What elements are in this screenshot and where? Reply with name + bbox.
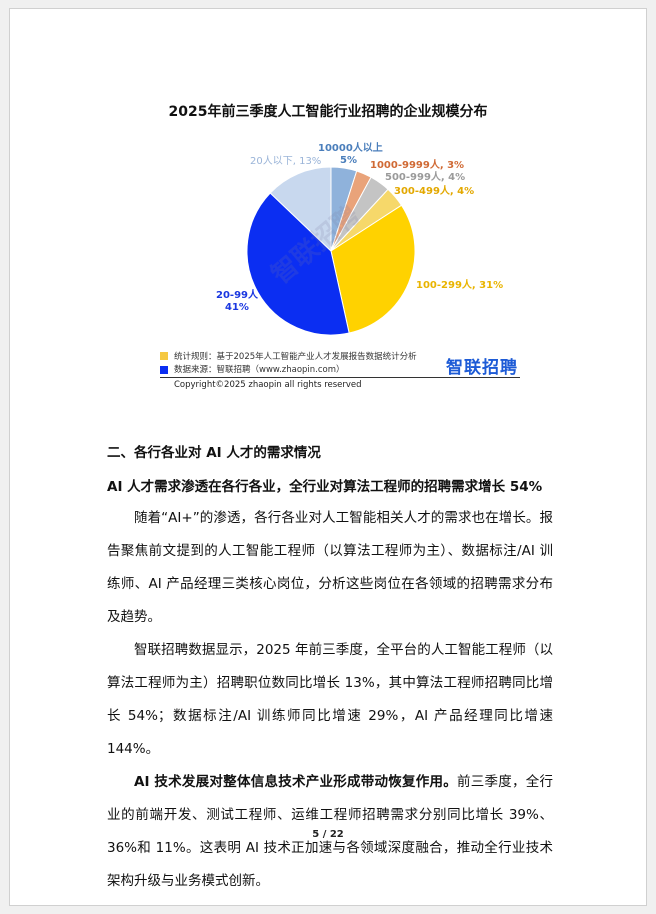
copyright: Copyright©2025 zhaopin all rights reserv… (174, 380, 362, 390)
legend-swatch-source (160, 366, 168, 374)
label-500-999: 500-999人, 4% (385, 172, 466, 183)
chart-title: 2025年前三季度人工智能行业招聘的企业规模分布 (168, 104, 488, 120)
paragraph-3: AI 技术发展对整体信息技术产业形成带动恢复作用。前三季度，全行业的前端开发、测… (107, 766, 553, 898)
label-100-299: 100-299人, 31% (416, 280, 504, 291)
label-value: 41% (225, 302, 249, 313)
divider (160, 377, 520, 378)
label-text: 20-99人 (216, 290, 258, 301)
paragraph-3-lead: AI 技术发展对整体信息技术产业形成带动恢复作用。 (134, 774, 457, 790)
label-1000-9999: 1000-9999人, 3% (370, 160, 465, 171)
legend-source: 数据来源：智联招聘（www.zhaopin.com） (174, 365, 345, 375)
legend-rule: 统计规则：基于2025年人工智能产业人才发展报告数据统计分析 (174, 352, 417, 362)
pie-slice-6 (269, 166, 332, 253)
paragraph-1: 随着“AI+”的渗透，各行各业对人工智能相关人才的需求也在增长。报告聚焦前文提到… (107, 510, 553, 625)
label-value: 5% (340, 155, 357, 166)
subheading: AI 人才需求渗透在各行各业，全行业对算法工程师的招聘需求增长 54% (107, 479, 543, 495)
label-10000-plus: 10000人以上 5% (318, 143, 383, 167)
paragraph-2: 智联招聘数据显示，2025 年前三季度，全平台的人工智能工程师（以算法工程师为主… (107, 642, 553, 757)
legend-swatch-rule (160, 352, 168, 360)
label-under-20: 20人以下, 13% (250, 156, 322, 167)
zhaopin-logo: 智联招聘 (446, 358, 518, 378)
body-text: 随着“AI+”的渗透，各行各业对人工智能相关人才的需求也在增长。报告聚焦前文提到… (107, 502, 553, 898)
label-20-99: 20-99人 41% (216, 290, 258, 314)
page-number: 5 / 22 (312, 829, 344, 840)
document-page (9, 8, 647, 906)
paragraph-3-rest: 前三季度，全行业的前端开发、测试工程师、运维工程师招聘需求分别同比增长 39%、… (107, 774, 554, 889)
pie-slice-5 (246, 192, 350, 336)
section-heading: 二、各行各业对 AI 人才的需求情况 (107, 445, 321, 461)
pie-slice-4 (330, 204, 416, 334)
label-300-499: 300-499人, 4% (394, 186, 475, 197)
label-text: 10000人以上 (318, 143, 383, 154)
